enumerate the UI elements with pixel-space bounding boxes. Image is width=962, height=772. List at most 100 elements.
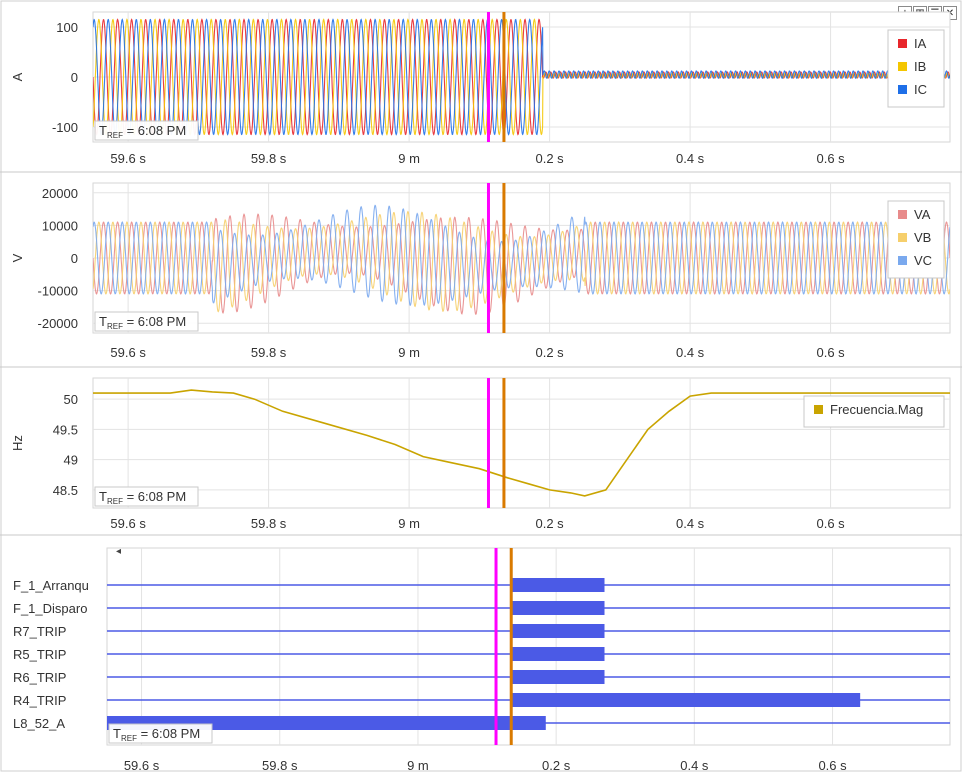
x-tick-label: 59.6 s	[124, 758, 160, 772]
x-tick-label: 9 m	[398, 516, 420, 531]
panel-2: 59.6 s 59.8 s 9 m 0.2 s 0.4 s 0.6 s 20000 10000…	[0, 182, 962, 368]
collapse-arrow-icon: ◂	[116, 546, 121, 557]
series-line-VC	[93, 204, 950, 306]
legend-swatch	[814, 405, 823, 414]
x-tick-label: 0.4 s	[676, 151, 705, 166]
legend-swatch	[898, 39, 907, 48]
tref-background	[108, 723, 213, 744]
tref-label: TREF = 6:08 PM	[99, 314, 186, 331]
y-tick-label: 0	[71, 251, 78, 266]
channel-label: R6_TRIP	[13, 670, 66, 685]
channel-label: R5_TRIP	[13, 647, 66, 662]
x-tick-label: 0.6 s	[818, 758, 847, 772]
legend-box	[887, 200, 945, 279]
channel-active-bar	[511, 601, 605, 615]
x-tick-label: 9 m	[398, 151, 420, 166]
channel-active-bar	[511, 624, 605, 638]
y-tick-label: 50	[64, 392, 78, 407]
legend-label: VA	[914, 207, 931, 222]
channel-label: R7_TRIP	[13, 624, 66, 639]
legend-label: IC	[914, 82, 927, 97]
tref-label: TREF = 6:08 PM	[99, 123, 186, 140]
tref-label: TREF = 6:08 PM	[99, 489, 186, 506]
x-tick-label: 0.4 s	[680, 758, 709, 772]
x-tick-label: 0.4 s	[676, 516, 705, 531]
series-line-VB	[93, 210, 950, 313]
x-tick-label: 9 m	[407, 758, 429, 772]
legend-label: VB	[914, 230, 931, 245]
channel-active-bar	[511, 578, 605, 592]
x-tick-label: 0.6 s	[816, 516, 845, 531]
panel-3: 59.6 s 59.8 s 9 m 0.2 s 0.4 s 0.6 s 50 49.5 49 48…	[0, 377, 962, 536]
y-axis-label: Hz	[10, 435, 25, 451]
channel-label: F_1_Disparo	[13, 601, 87, 616]
tref-box: TREF = 6:08 PM	[94, 120, 199, 141]
legend-swatch	[898, 233, 907, 242]
series-line-Frecuencia.Mag	[93, 389, 950, 497]
panel-1: 59.6 s 59.8 s 9 m 0.2 s 0.4 s 0.6 s 100 0 -100 A I…	[0, 11, 962, 173]
channel-label: F_1_Arranqu	[13, 578, 89, 593]
y-axis-label: A	[10, 72, 25, 81]
legend: IA IB IC	[887, 29, 945, 108]
x-tick-label: 59.8 s	[251, 516, 287, 531]
series-line-VA	[93, 213, 950, 316]
legend: Frecuencia.Mag	[803, 395, 945, 428]
x-tick-label: 59.6 s	[110, 345, 146, 360]
series-line-IC	[93, 18, 950, 136]
x-tick-label: 0.4 s	[676, 345, 705, 360]
legend-label: Frecuencia.Mag	[830, 402, 923, 417]
y-tick-label: 49	[64, 453, 78, 468]
series-group	[93, 18, 950, 136]
y-axis-label: V	[10, 253, 25, 262]
channel-active-bar	[511, 647, 605, 661]
y-tick-label: 48.5	[53, 483, 78, 498]
y-tick-label: 10000	[42, 218, 78, 233]
legend-box	[803, 395, 945, 428]
x-tick-label: 59.8 s	[251, 345, 287, 360]
legend: VA VB VC	[887, 200, 945, 279]
tref-label: TREF = 6:08 PM	[113, 726, 200, 743]
channel-active-bar	[511, 670, 605, 684]
legend-box	[887, 29, 945, 108]
channel-label: L8_52_A	[13, 716, 65, 731]
legend-swatch	[898, 210, 907, 219]
channel-active-bar	[511, 693, 861, 707]
x-tick-label: 0.2 s	[542, 758, 571, 772]
y-tick-label: -10000	[38, 284, 78, 299]
channel-active-bar	[107, 716, 546, 730]
tref-background	[94, 120, 199, 141]
tref-box: TREF = 6:08 PM	[94, 486, 199, 507]
legend-label: IB	[914, 59, 926, 74]
channel-label: R4_TRIP	[13, 693, 66, 708]
y-tick-label: -20000	[38, 316, 78, 331]
legend-swatch	[898, 62, 907, 71]
legend-label: VC	[914, 253, 932, 268]
x-tick-label: 59.8 s	[251, 151, 287, 166]
tref-background	[94, 486, 199, 507]
x-tick-label: 59.8 s	[262, 758, 298, 772]
x-tick-label: 0.2 s	[536, 151, 565, 166]
tref-background	[94, 311, 199, 332]
x-tick-label: 0.6 s	[816, 345, 845, 360]
panel-4: 59.6 s 59.8 s 9 m 0.2 s 0.4 s 0.6 s F_1_Arranq…	[13, 546, 951, 772]
series-group	[93, 389, 950, 497]
legend-label: IA	[914, 36, 927, 51]
plot-area	[106, 547, 951, 746]
x-tick-label: 0.2 s	[536, 345, 565, 360]
y-tick-label: -100	[52, 120, 78, 135]
x-tick-label: 59.6 s	[110, 516, 146, 531]
tref-box: TREF = 6:08 PM	[94, 311, 199, 332]
legend-swatch	[898, 85, 907, 94]
y-tick-label: 20000	[42, 186, 78, 201]
legend-swatch	[898, 256, 907, 265]
x-tick-label: 0.2 s	[536, 516, 565, 531]
x-tick-label: 9 m	[398, 345, 420, 360]
series-group	[93, 204, 950, 316]
tref-box: TREF = 6:08 PM	[108, 723, 213, 744]
x-tick-label: 0.6 s	[816, 151, 845, 166]
x-tick-label: 59.6 s	[110, 151, 146, 166]
y-tick-label: 0	[71, 70, 78, 85]
y-tick-label: 49.5	[53, 422, 78, 437]
